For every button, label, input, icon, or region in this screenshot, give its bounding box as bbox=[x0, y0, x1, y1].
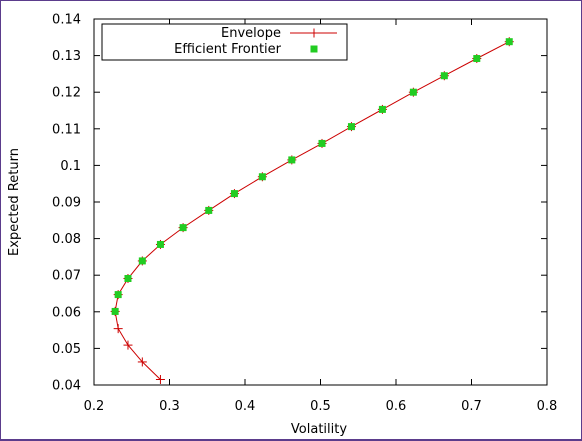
efficient-frontier-point bbox=[124, 274, 132, 282]
y-tick-label: 0.14 bbox=[52, 13, 81, 28]
efficient-frontier-point bbox=[258, 173, 266, 181]
y-tick-label: 0.05 bbox=[52, 342, 81, 357]
legend: Envelope Efficient Frontier bbox=[101, 23, 348, 61]
efficient-frontier-point bbox=[318, 139, 326, 147]
y-tick-labels: 0.04 0.05 0.06 0.07 0.08 0.09 0.1 0.11 0.12 0.13 0… bbox=[52, 13, 81, 394]
x-tick-label: 0.6 bbox=[386, 399, 407, 414]
axis-ticks bbox=[93, 18, 548, 386]
efficient-frontier-point bbox=[409, 88, 417, 96]
efficient-frontier-point bbox=[114, 291, 122, 299]
y-tick-label: 0.08 bbox=[52, 232, 81, 247]
y-tick-label: 0.1 bbox=[60, 159, 81, 174]
plot-area-border bbox=[93, 18, 548, 386]
efficient-frontier-point bbox=[347, 123, 355, 131]
y-tick-label: 0.09 bbox=[52, 196, 81, 211]
y-tick-label: 0.13 bbox=[52, 49, 81, 64]
y-tick-label: 0.06 bbox=[52, 305, 81, 320]
x-tick-label: 0.3 bbox=[159, 399, 180, 414]
x-tick-labels: 0.2 0.3 0.4 0.5 0.6 0.7 0.8 bbox=[84, 399, 558, 414]
y-tick-label: 0.07 bbox=[52, 269, 81, 284]
legend-marker-efficient-frontier bbox=[310, 45, 318, 53]
legend-label-efficient-frontier: Efficient Frontier bbox=[174, 42, 281, 57]
efficient-frontier-point bbox=[156, 240, 164, 248]
y-axis-label: Expected Return bbox=[7, 148, 22, 256]
efficient-frontier-point bbox=[288, 156, 296, 164]
x-tick-label: 0.2 bbox=[84, 399, 105, 414]
series-layer bbox=[110, 37, 514, 385]
efficient-frontier-point bbox=[111, 307, 119, 315]
efficient-frontier-point bbox=[378, 105, 386, 113]
legend-box bbox=[101, 23, 348, 61]
y-tick-label: 0.12 bbox=[52, 86, 81, 101]
efficient-frontier-point bbox=[505, 38, 513, 46]
x-tick-label: 0.7 bbox=[461, 399, 482, 414]
envelope-point bbox=[137, 357, 147, 367]
envelope-line bbox=[114, 41, 510, 380]
envelope-point bbox=[155, 375, 165, 385]
efficient-frontier-point bbox=[473, 55, 481, 63]
x-tick-label: 0.4 bbox=[235, 399, 256, 414]
efficient-frontier-point bbox=[138, 257, 146, 265]
efficient-frontier-point bbox=[205, 206, 213, 214]
efficient-frontier-point bbox=[440, 72, 448, 80]
x-tick-label: 0.8 bbox=[537, 399, 558, 414]
efficient-frontier-point bbox=[230, 190, 238, 198]
efficient-frontier-point bbox=[179, 224, 187, 232]
legend-label-envelope: Envelope bbox=[221, 26, 281, 41]
y-tick-label: 0.04 bbox=[52, 379, 81, 394]
y-tick-label: 0.11 bbox=[52, 122, 81, 137]
x-axis-label: Volatility bbox=[291, 422, 347, 437]
x-tick-label: 0.5 bbox=[310, 399, 331, 414]
envelope-point bbox=[113, 324, 123, 334]
envelope-point bbox=[123, 340, 133, 350]
legend-marker-envelope bbox=[309, 28, 319, 38]
